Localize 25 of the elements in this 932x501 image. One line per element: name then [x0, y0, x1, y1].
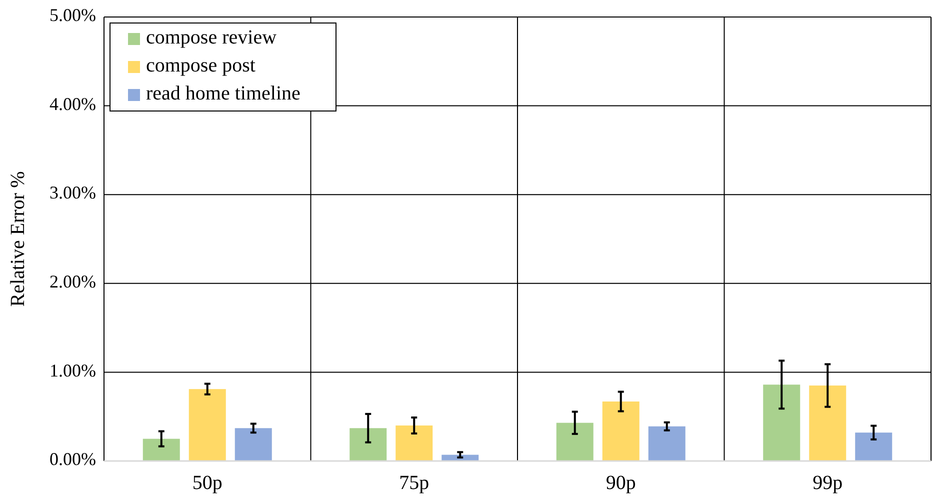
legend-label: read home timeline: [146, 82, 301, 105]
y-tick-label: 3.00%: [50, 182, 96, 203]
bar: [350, 428, 387, 461]
y-tick-label: 4.00%: [50, 94, 96, 114]
x-tick-label: 99p: [812, 472, 843, 494]
x-tick-label: 50p: [192, 472, 222, 494]
y-tick-label: 2.00%: [50, 272, 96, 292]
bar: [809, 386, 846, 461]
legend-label: compose review: [146, 26, 278, 49]
bar: [556, 422, 594, 461]
bar: [602, 402, 640, 461]
legend-label: compose post: [146, 54, 256, 77]
bar: [396, 425, 433, 461]
x-tick-label: 90p: [606, 472, 636, 494]
bar: [648, 426, 686, 461]
bar: [855, 432, 892, 461]
y-tick-label: 1.00%: [50, 360, 96, 380]
bar: [234, 428, 272, 461]
y-axis-title: Relative Error %: [7, 171, 29, 307]
bar: [188, 389, 226, 461]
bar: [763, 384, 800, 461]
y-tick-label: 0.00%: [50, 449, 96, 470]
y-tick-label: 5.00%: [50, 5, 96, 26]
bar: [142, 438, 180, 461]
x-tick-label: 75p: [399, 472, 430, 494]
